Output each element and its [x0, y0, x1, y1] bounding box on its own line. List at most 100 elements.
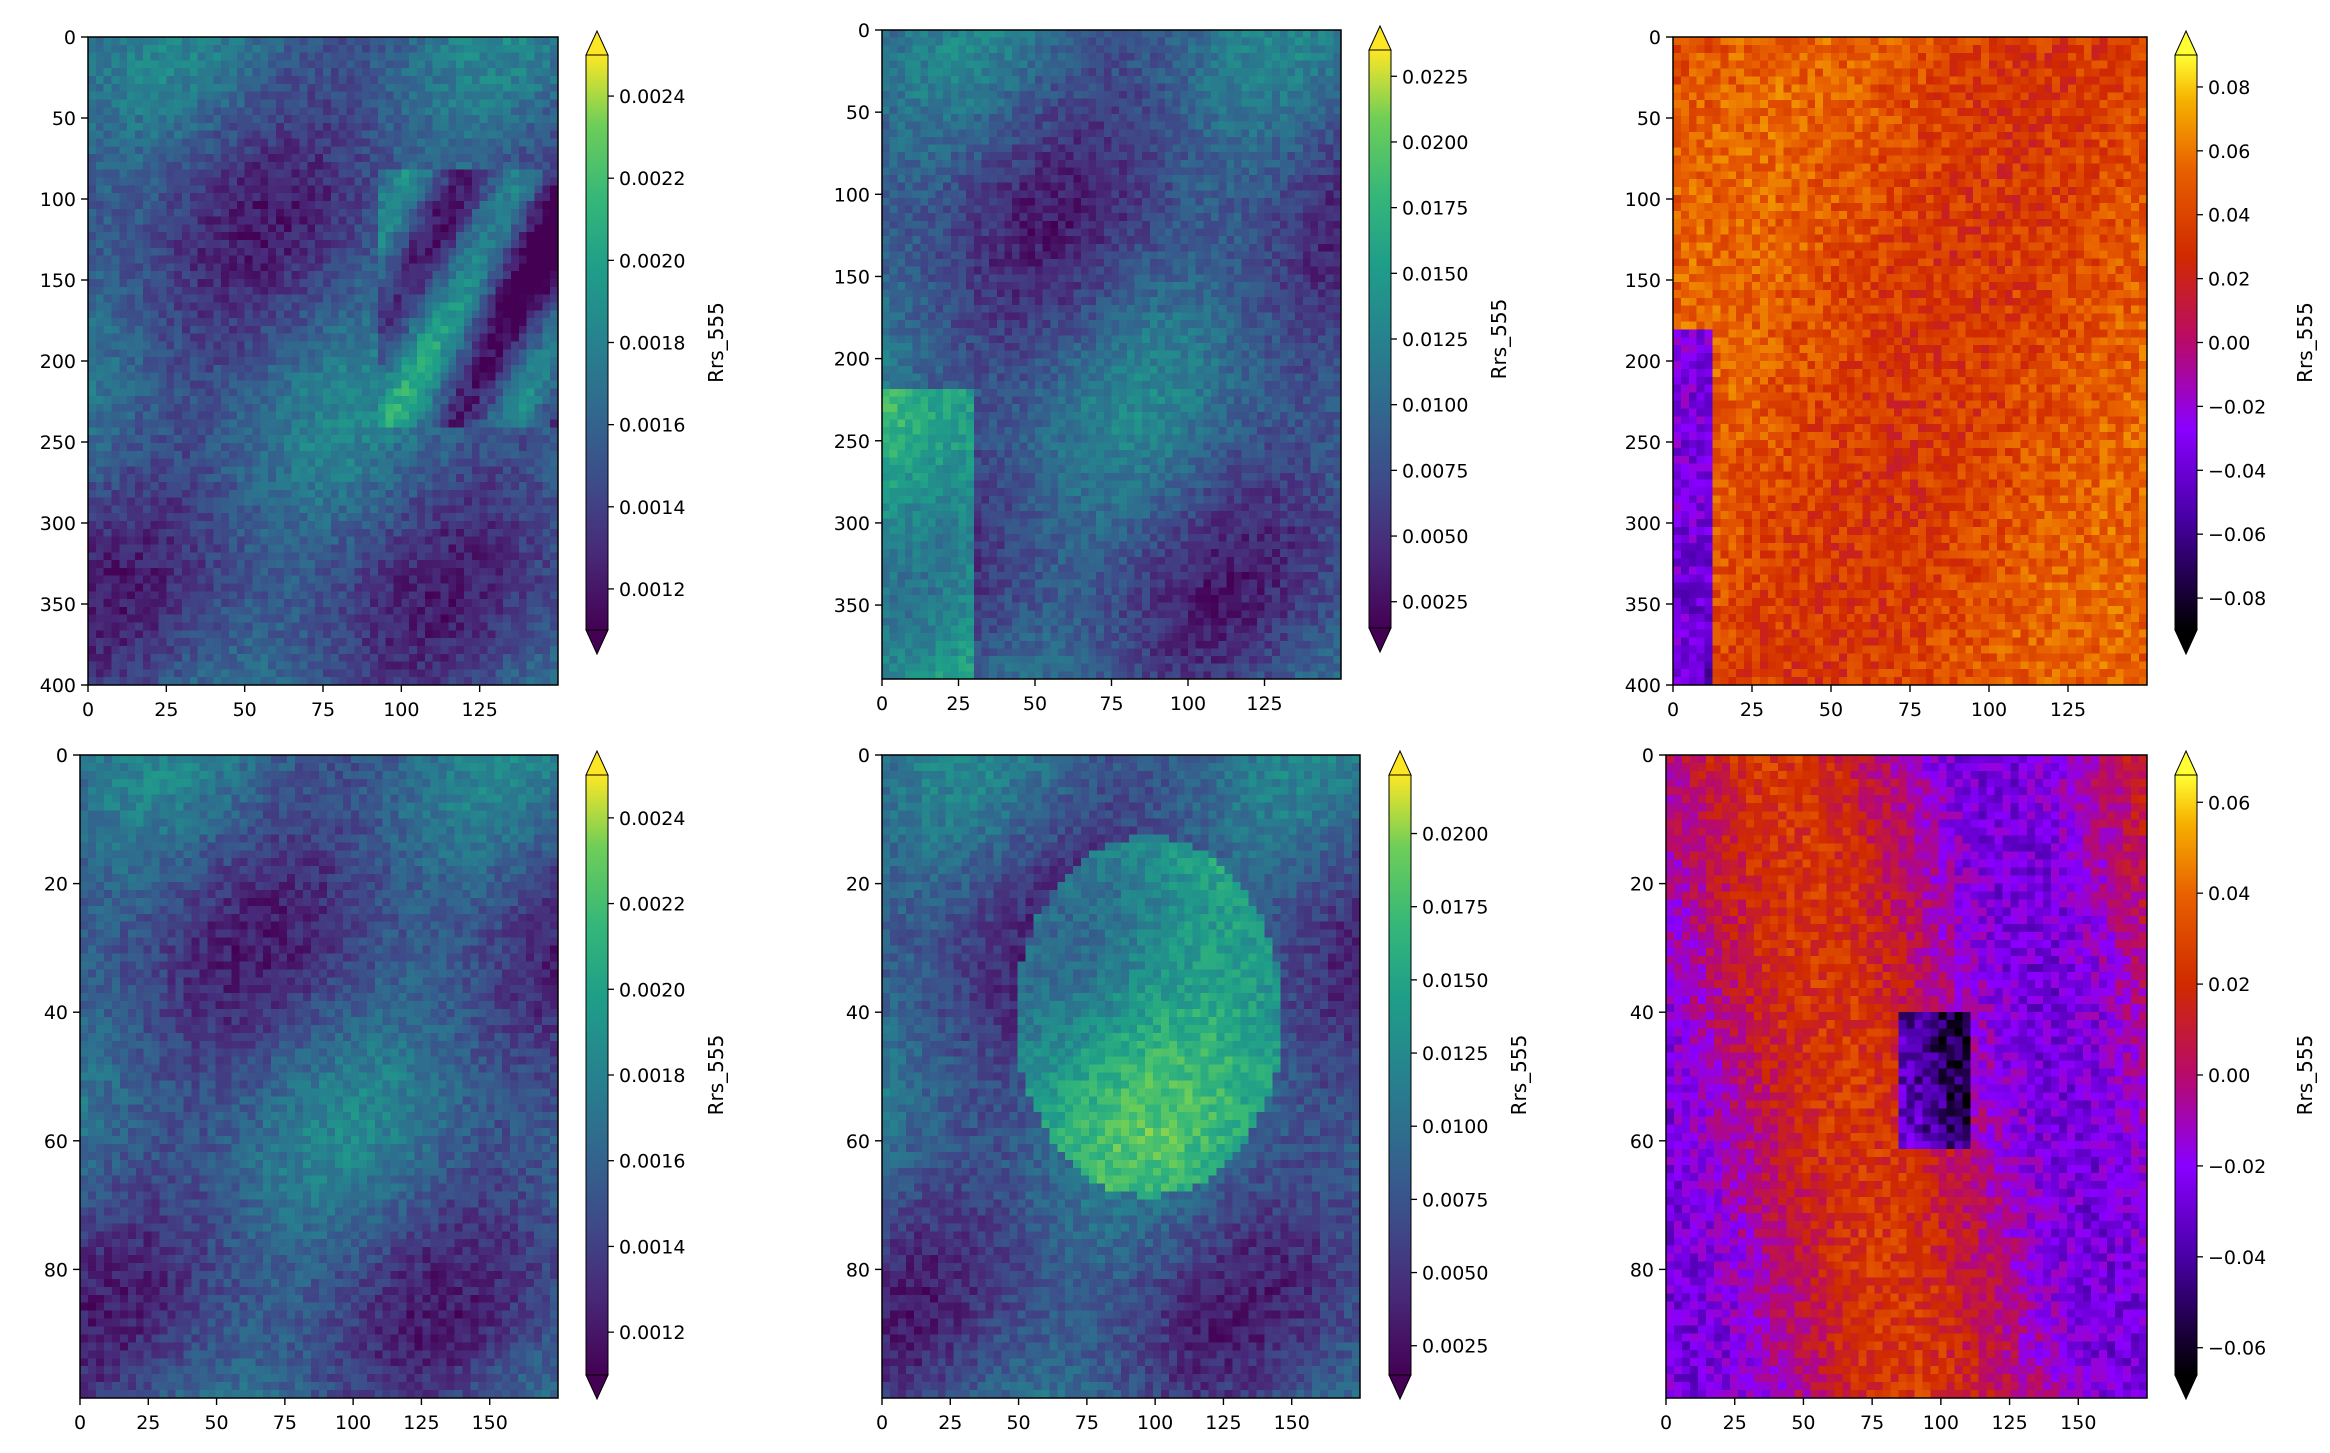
y-tick-label: 80	[1630, 1259, 1654, 1281]
colorbar-tick-label: 0.0150	[1422, 970, 1488, 992]
x-tick-label: 100	[335, 1412, 371, 1434]
colorbar-tick-label: 0.0012	[619, 1322, 685, 1344]
y-tick-label: 300	[40, 513, 76, 535]
colorbar-tick-label: 0.04	[2208, 883, 2250, 905]
y-tick-label: 250	[1625, 432, 1661, 454]
colorbar-tick-label: 0.0175	[1422, 897, 1488, 919]
colorbar-tick-label: −0.08	[2208, 588, 2266, 610]
y-tick-label: 400	[1625, 675, 1661, 697]
panel-5: 0 25 50 75 100 125 150 0 20 40 60 80 0.0025 0.0050 0.0…	[846, 745, 1531, 1434]
colorbar-tick-label: 0.0024	[619, 86, 685, 108]
y-tick-label: 40	[846, 1002, 870, 1024]
y-tick-label: 0	[1642, 745, 1654, 767]
x-tick-label: 125	[462, 699, 498, 721]
x-tick-label: 75	[1860, 1412, 1884, 1434]
x-tick-label: 50	[233, 699, 257, 721]
x-tick-label: 50	[1791, 1412, 1815, 1434]
colorbar-tick-label: 0.0016	[619, 415, 685, 437]
colorbar-tick-label: 0.0050	[1422, 1263, 1488, 1285]
y-tick-label: 0	[858, 20, 870, 42]
y-tick-label: 20	[44, 874, 68, 896]
x-tick-label: 150	[1274, 1412, 1310, 1434]
x-tick-label: 0	[876, 1412, 888, 1434]
colorbar	[2174, 54, 2198, 631]
x-tick-label: 75	[1075, 1412, 1099, 1434]
y-tick-label: 20	[1630, 874, 1654, 896]
colorbar-extend-max	[1388, 749, 1412, 776]
colorbar	[1388, 774, 1412, 1376]
colorbar-tick-label: −0.02	[2208, 1156, 2266, 1178]
y-tick-label: 60	[1630, 1131, 1654, 1153]
colorbar-extend-min	[1368, 627, 1392, 654]
x-tick-label: 25	[938, 1412, 962, 1434]
colorbar-extend-min	[585, 1374, 609, 1401]
colorbar-tick-label: 0.0020	[619, 250, 685, 272]
axes-frame	[1665, 754, 2148, 1399]
y-tick-label: 400	[40, 675, 76, 697]
x-tick-label: 0	[82, 699, 94, 721]
y-tick-label: 100	[834, 184, 870, 206]
colorbar-tick-label: 0.0022	[619, 894, 685, 916]
colorbar-tick-label: 0.0075	[1422, 1189, 1488, 1211]
colorbar-tick-label: 0.0022	[619, 168, 685, 190]
colorbar-tick-label: 0.0025	[1422, 1336, 1488, 1358]
x-tick-label: 150	[2060, 1412, 2096, 1434]
x-tick-label: 0	[1667, 699, 1679, 721]
x-tick-label: 100	[1923, 1412, 1959, 1434]
colorbar-tick-label: 0.0100	[1402, 395, 1468, 417]
colorbar-tick-label: 0.0125	[1422, 1043, 1488, 1065]
y-tick-label: 350	[834, 595, 870, 617]
y-tick-label: 150	[40, 270, 76, 292]
x-tick-label: 50	[204, 1412, 228, 1434]
colorbar-label: Rrs_555	[2293, 302, 2317, 383]
y-tick-label: 100	[1625, 189, 1661, 211]
colorbar-tick-label: 0.04	[2208, 205, 2250, 227]
colorbar-tick-label: 0.0050	[1402, 526, 1468, 548]
heatmap-image	[882, 755, 1360, 1398]
y-tick-label: 20	[846, 874, 870, 896]
x-tick-label: 75	[1099, 693, 1123, 715]
colorbar-tick-label: 0.0024	[619, 808, 685, 830]
colorbar-tick-label: 0.0020	[619, 979, 685, 1001]
y-tick-label: 60	[846, 1131, 870, 1153]
colorbar-label: Rrs_555	[1487, 299, 1511, 380]
heatmap-image	[1673, 37, 2147, 685]
x-tick-label: 50	[1819, 699, 1843, 721]
colorbar-label: Rrs_555	[2293, 1035, 2317, 1116]
x-tick-label: 25	[946, 693, 970, 715]
y-tick-label: 350	[1625, 594, 1661, 616]
colorbar-tick-label: 0.0018	[619, 1065, 685, 1087]
x-tick-label: 125	[1205, 1412, 1241, 1434]
colorbar	[585, 774, 609, 1376]
x-tick-label: 0	[876, 693, 888, 715]
y-tick-label: 60	[44, 1131, 68, 1153]
x-tick-label: 0	[74, 1412, 86, 1434]
y-tick-label: 300	[834, 513, 870, 535]
colorbar-extend-max	[2174, 29, 2198, 56]
y-tick-label: 100	[40, 189, 76, 211]
panel-2: 0 25 50 75 100 125 0 50 100 150 200 250 300 350 0.0025…	[834, 20, 1511, 715]
colorbar-extend-min	[1388, 1374, 1412, 1401]
colorbar-tick-label: 0.02	[2208, 974, 2250, 996]
colorbar-tick-label: 0.06	[2208, 792, 2250, 814]
colorbar-tick-label: 0.0012	[619, 579, 685, 601]
y-tick-label: 250	[834, 431, 870, 453]
colorbar-tick-label: −0.04	[2208, 1247, 2266, 1269]
colorbar-tick-label: 0.0150	[1402, 263, 1468, 285]
y-tick-label: 40	[1630, 1002, 1654, 1024]
y-tick-label: 0	[56, 745, 68, 767]
colorbar	[1368, 49, 1392, 629]
x-tick-label: 125	[1246, 693, 1282, 715]
y-tick-label: 150	[1625, 270, 1661, 292]
colorbar-tick-label: −0.02	[2208, 396, 2266, 418]
x-tick-label: 50	[1023, 693, 1047, 715]
y-tick-label: 300	[1625, 513, 1661, 535]
colorbar-tick-label: 0.06	[2208, 141, 2250, 163]
colorbar-tick-label: 0.00	[2208, 333, 2250, 355]
y-tick-label: 350	[40, 594, 76, 616]
colorbar-tick-label: 0.08	[2208, 77, 2250, 99]
colorbar-extend-max	[585, 749, 609, 776]
colorbar-tick-label: 0.0014	[619, 497, 685, 519]
colorbar-tick-label: 0.0200	[1422, 824, 1488, 846]
